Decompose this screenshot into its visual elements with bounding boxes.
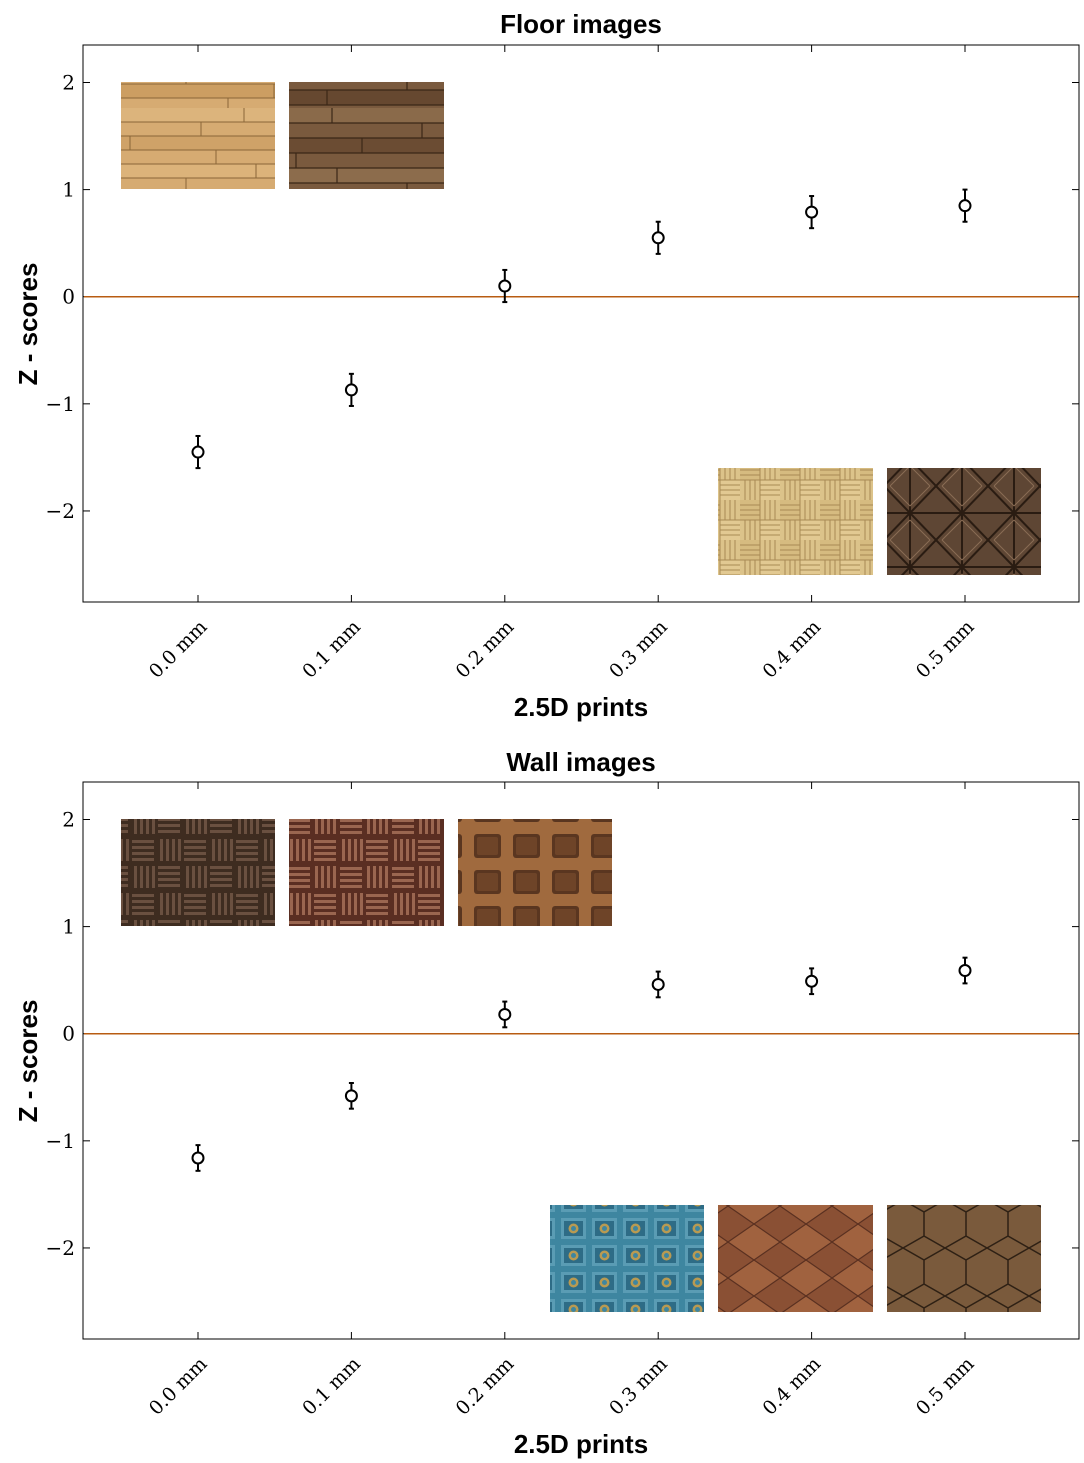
thumbnails-bottom <box>718 468 1041 575</box>
x-tick-label: 0.5 mm <box>912 616 979 683</box>
data-point <box>958 956 972 985</box>
y-tick-label: 2 <box>62 807 75 831</box>
thumbnails-top <box>121 82 444 189</box>
data-point <box>498 1000 512 1029</box>
point-marker <box>191 445 205 459</box>
point-marker <box>958 199 972 213</box>
data-points <box>191 956 972 1172</box>
data-point <box>344 372 358 407</box>
y-tick-label: −1 <box>46 392 75 416</box>
parquet-dark-thumbnail <box>887 468 1041 575</box>
chart-title: Wall images <box>506 747 655 777</box>
x-tick-label: 0.0 mm <box>145 1353 212 1420</box>
y-tick-label: 2 <box>62 70 75 94</box>
x-tick-label: 0.0 mm <box>145 616 212 683</box>
point-marker <box>498 1007 512 1021</box>
x-tick-label: 0.3 mm <box>605 1353 672 1420</box>
point-marker <box>651 231 665 245</box>
data-point <box>498 268 512 304</box>
y-tick-label: 0 <box>62 1022 75 1046</box>
x-tick-label: 0.1 mm <box>298 616 365 683</box>
x-axis-label: 2.5D prints <box>514 1429 648 1459</box>
y-axis-label: Z - scores <box>13 1000 43 1123</box>
thumbnails-top <box>121 819 612 926</box>
point-marker <box>651 977 665 991</box>
point-marker <box>958 964 972 978</box>
panel-floor: Floor images −2 −1 0 1 2 0.0 mm 0.1 mm 0.2 mm 0… <box>13 9 1080 722</box>
point-marker <box>344 1089 358 1103</box>
data-point <box>651 220 665 255</box>
x-tick-label: 0.4 mm <box>758 616 825 683</box>
data-point <box>805 967 819 996</box>
plank-light-thumbnail <box>121 82 275 189</box>
point-marker <box>805 974 819 988</box>
y-tick-label: 1 <box>62 178 75 202</box>
hexagon-thumbnail <box>887 1205 1041 1312</box>
data-point <box>191 434 205 470</box>
x-tick-label: 0.5 mm <box>912 1353 979 1420</box>
point-marker <box>344 383 358 397</box>
y-tick-label: −2 <box>46 1236 75 1260</box>
y-tick-label: 1 <box>62 915 75 939</box>
x-tick-label: 0.1 mm <box>298 1353 365 1420</box>
chart-title: Floor images <box>500 9 662 39</box>
data-point <box>805 195 819 230</box>
panel-wall: Wall images −2 −1 0 1 2 0.0 mm 0.1 mm 0.2 mm 0.… <box>13 747 1080 1459</box>
coffered-thumbnail <box>458 819 612 926</box>
point-marker <box>805 205 819 219</box>
plot-area <box>82 44 1080 603</box>
x-tick-label: 0.2 mm <box>452 1353 519 1420</box>
data-point <box>191 1144 205 1172</box>
thumbnails-bottom <box>550 1205 1041 1312</box>
point-marker <box>498 279 512 293</box>
data-points <box>191 188 972 470</box>
x-tick-label: 0.3 mm <box>605 616 672 683</box>
y-tick-label: −2 <box>46 499 75 523</box>
x-tick-label: 0.4 mm <box>758 1353 825 1420</box>
basketweave-dark-thumbnail <box>121 819 275 926</box>
plank-dark-thumbnail <box>289 82 444 189</box>
x-tick-label: 0.2 mm <box>452 616 519 683</box>
basketweave-red-thumbnail <box>289 819 444 926</box>
x-axis-label: 2.5D prints <box>514 692 648 722</box>
plot-area <box>82 781 1080 1340</box>
y-tick-label: 0 <box>62 285 75 309</box>
data-point <box>651 970 665 999</box>
point-marker <box>191 1151 205 1165</box>
diamond-thumbnail <box>718 1205 873 1312</box>
data-point <box>958 188 972 223</box>
data-point <box>344 1081 358 1110</box>
y-axis-label: Z - scores <box>13 263 43 386</box>
y-tick-label: −1 <box>46 1129 75 1153</box>
y-ticks: −2 −1 0 1 2 <box>46 807 1079 1260</box>
parquet-light-thumbnail <box>718 468 873 575</box>
blue-tile-thumbnail <box>550 1205 704 1312</box>
